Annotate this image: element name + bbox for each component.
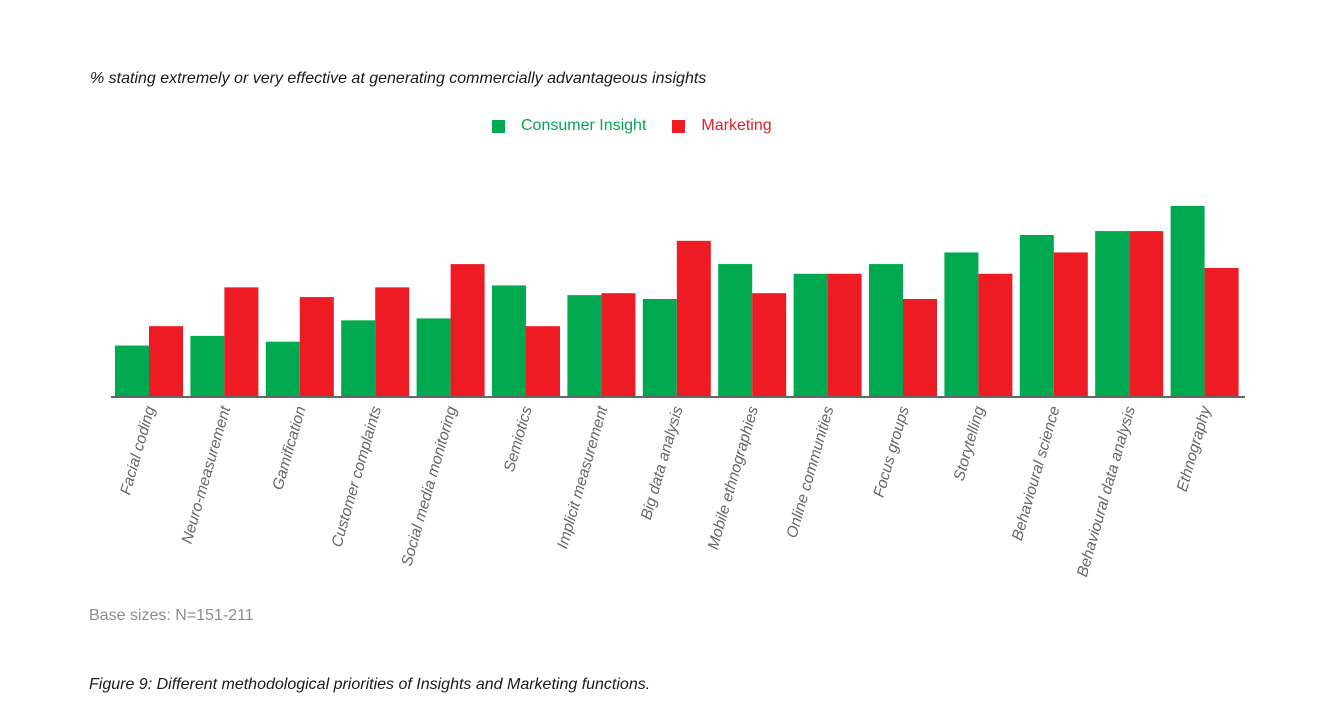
bar-consumer-insight-0 [115, 345, 149, 396]
bar-consumer-insight-11 [944, 252, 979, 396]
bar-consumer-insight-10 [869, 264, 903, 396]
bar-marketing-2 [299, 297, 334, 396]
category-label-14: Ethnography [1174, 403, 1215, 493]
bar-marketing-5 [526, 326, 560, 396]
category-label-6: Implicit measurement [554, 404, 611, 551]
category-label-4: Social media monitoring [399, 404, 461, 568]
legend-item-marketing: Marketing [672, 117, 772, 135]
legend-item-consumer-insight: Consumer Insight [492, 117, 646, 135]
bar-marketing-8 [752, 293, 787, 396]
bar-consumer-insight-12 [1019, 234, 1054, 396]
bar-consumer-insight-7 [642, 299, 677, 396]
category-label-10: Focus groups [871, 404, 913, 499]
bar-marketing-0 [149, 326, 183, 396]
bar-marketing-14 [1204, 267, 1239, 396]
bar-consumer-insight-3 [341, 320, 376, 396]
category-label-2: Gamification [270, 404, 310, 492]
chart-legend: Consumer Insight Marketing [492, 117, 798, 135]
legend-label-consumer-insight: Consumer Insight [521, 117, 647, 134]
bar-marketing-4 [450, 264, 485, 396]
category-label-12: Behavioural science [1009, 404, 1064, 542]
legend-label-marketing: Marketing [701, 117, 772, 134]
legend-swatch-consumer-insight [492, 119, 505, 133]
category-label-13: Behavioural data analysis [1074, 404, 1139, 579]
bar-marketing-13 [1129, 231, 1164, 396]
category-label-0: Facial coding [117, 404, 159, 497]
figure-caption: Figure 9: Different methodological prior… [89, 676, 651, 693]
bar-consumer-insight-1 [190, 335, 225, 396]
bar-consumer-insight-9 [793, 273, 828, 396]
bar-consumer-insight-13 [1095, 231, 1130, 396]
bar-consumer-insight-5 [492, 285, 526, 396]
bar-marketing-3 [375, 287, 410, 396]
base-sizes-note: Base sizes: N=151-211 [89, 607, 254, 624]
bar-consumer-insight-14 [1170, 205, 1205, 396]
bar-marketing-11 [978, 273, 1013, 396]
category-label-5: Semiotics [501, 404, 536, 474]
bar-marketing-1 [224, 287, 259, 396]
bar-consumer-insight-2 [265, 341, 300, 396]
category-label-9: Online communities [784, 404, 838, 540]
bar-consumer-insight-8 [718, 264, 753, 396]
bar-marketing-6 [601, 293, 636, 396]
category-label-3: Customer complaints [329, 404, 386, 549]
category-label-1: Neuro-measurement [179, 404, 235, 546]
bar-consumer-insight-6 [567, 295, 602, 396]
bar-marketing-10 [903, 299, 937, 396]
bar-marketing-12 [1053, 252, 1088, 396]
bar-marketing-9 [827, 273, 862, 396]
bar-marketing-7 [676, 240, 711, 396]
category-label-7: Big data analysis [638, 404, 687, 522]
chart-subtitle: % stating extremely or very effective at… [90, 70, 707, 87]
legend-swatch-marketing [672, 119, 686, 133]
category-label-11: Storytelling [951, 404, 989, 483]
bar-consumer-insight-4 [416, 318, 451, 396]
category-label-8: Mobile ethnographies [705, 404, 762, 551]
